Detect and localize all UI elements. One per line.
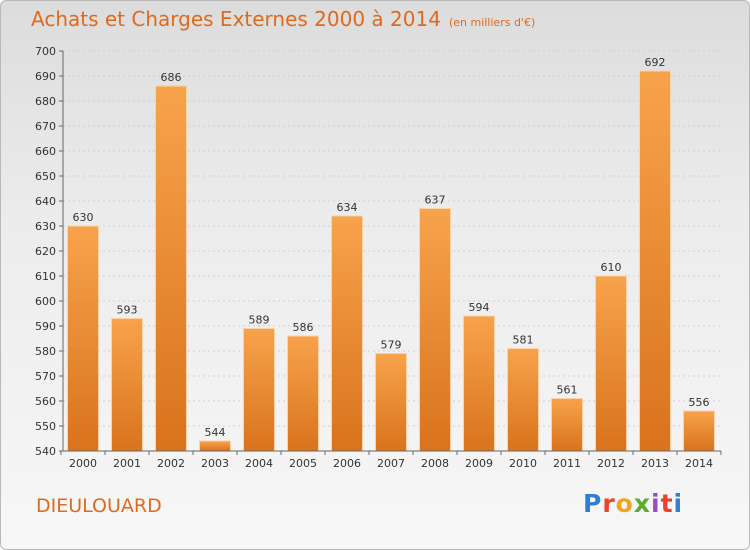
- value-label-2011: 561: [557, 384, 578, 397]
- bar-2012: [595, 275, 627, 452]
- y-tick-label: 700: [35, 45, 56, 58]
- bar-2008: [419, 208, 451, 452]
- x-tick-label: 2014: [685, 457, 713, 470]
- chart-title-block: Achats et Charges Externes 2000 à 2014 (e…: [31, 7, 535, 31]
- bar-2006: [331, 215, 363, 452]
- x-tick-label: 2006: [333, 457, 361, 470]
- x-tick-label: 2010: [509, 457, 537, 470]
- bar-2010: [507, 348, 539, 452]
- x-tick-label: 2001: [113, 457, 141, 470]
- chart-title: Achats et Charges Externes 2000 à 2014: [31, 7, 441, 31]
- value-label-2005: 586: [293, 321, 314, 334]
- value-label-2012: 610: [601, 261, 622, 274]
- x-tick-label: 2003: [201, 457, 229, 470]
- x-tick-label: 2007: [377, 457, 405, 470]
- logo-letter: P: [583, 489, 603, 518]
- x-tick-label: 2002: [157, 457, 185, 470]
- logo-letter: i: [673, 489, 684, 518]
- x-axis: 2000 2001 2002 2003 2004 2005 2006 2007 2008 2009…: [60, 450, 722, 470]
- bar-2011: [551, 398, 583, 452]
- value-label-2000: 630: [73, 211, 94, 224]
- value-label-2006: 634: [337, 201, 358, 214]
- y-tick-label: 650: [35, 170, 56, 183]
- y-tick-label: 580: [35, 345, 56, 358]
- y-tick-label: 540: [35, 445, 56, 458]
- place-name: DIEULOUARD: [36, 495, 162, 517]
- bar-2014: [683, 410, 715, 452]
- y-tick-label: 620: [35, 245, 56, 258]
- x-tick-label: 2008: [421, 457, 449, 470]
- x-tick-label: 2012: [597, 457, 625, 470]
- value-label-2010: 581: [513, 334, 534, 347]
- value-label-2001: 593: [117, 304, 138, 317]
- logo-letter: r: [602, 489, 616, 518]
- bar-2004: [243, 328, 275, 452]
- x-tick-label: 2005: [289, 457, 317, 470]
- value-label-2009: 594: [469, 301, 490, 314]
- x-tick-label: 2011: [553, 457, 581, 470]
- y-tick-label: 570: [35, 370, 56, 383]
- chart-subtitle: (en milliers d'€): [448, 16, 536, 29]
- y-tick-label: 690: [35, 70, 56, 83]
- logo-letter: o: [615, 489, 634, 518]
- bar-2000: [67, 225, 99, 452]
- value-label-2003: 544: [205, 426, 226, 439]
- x-tick-label: 2013: [641, 457, 669, 470]
- x-tick-label: 2000: [69, 457, 97, 470]
- logo-letter: x: [633, 489, 651, 518]
- value-label-2002: 686: [161, 71, 182, 84]
- bars: 630 593 686 544 589 586 634 579 637 594 581 561 610 6…: [67, 56, 715, 452]
- y-tick-label: 670: [35, 120, 56, 133]
- y-tick-label: 560: [35, 395, 56, 408]
- x-tick-label: 2004: [245, 457, 273, 470]
- bar-2003: [199, 440, 231, 452]
- bar-2009: [463, 315, 495, 452]
- x-tick-label: 2009: [465, 457, 493, 470]
- y-tick-label: 600: [35, 295, 56, 308]
- value-label-2008: 637: [425, 194, 446, 207]
- value-label-2004: 589: [249, 314, 270, 327]
- y-axis: 540 550 560 570 580 590 600 610 620 630 640 650 660 6…: [35, 45, 64, 458]
- logo-letter: i: [651, 489, 661, 518]
- y-tick-label: 610: [35, 270, 56, 283]
- y-tick-label: 630: [35, 220, 56, 233]
- bar-2002: [155, 85, 187, 452]
- y-tick-label: 680: [35, 95, 56, 108]
- value-label-2007: 579: [381, 339, 402, 352]
- y-tick-label: 660: [35, 145, 56, 158]
- value-label-2013: 692: [645, 56, 666, 69]
- y-tick-label: 550: [35, 420, 56, 433]
- proxiti-logo[interactable]: Proxiti: [583, 489, 683, 518]
- y-tick-label: 590: [35, 320, 56, 333]
- bar-2001: [111, 318, 143, 452]
- bar-2007: [375, 353, 407, 452]
- y-tick-label: 640: [35, 195, 56, 208]
- logo-letter: t: [660, 489, 674, 518]
- value-label-2014: 556: [689, 396, 710, 409]
- bar-2005: [287, 335, 319, 452]
- bar-2013: [639, 70, 671, 452]
